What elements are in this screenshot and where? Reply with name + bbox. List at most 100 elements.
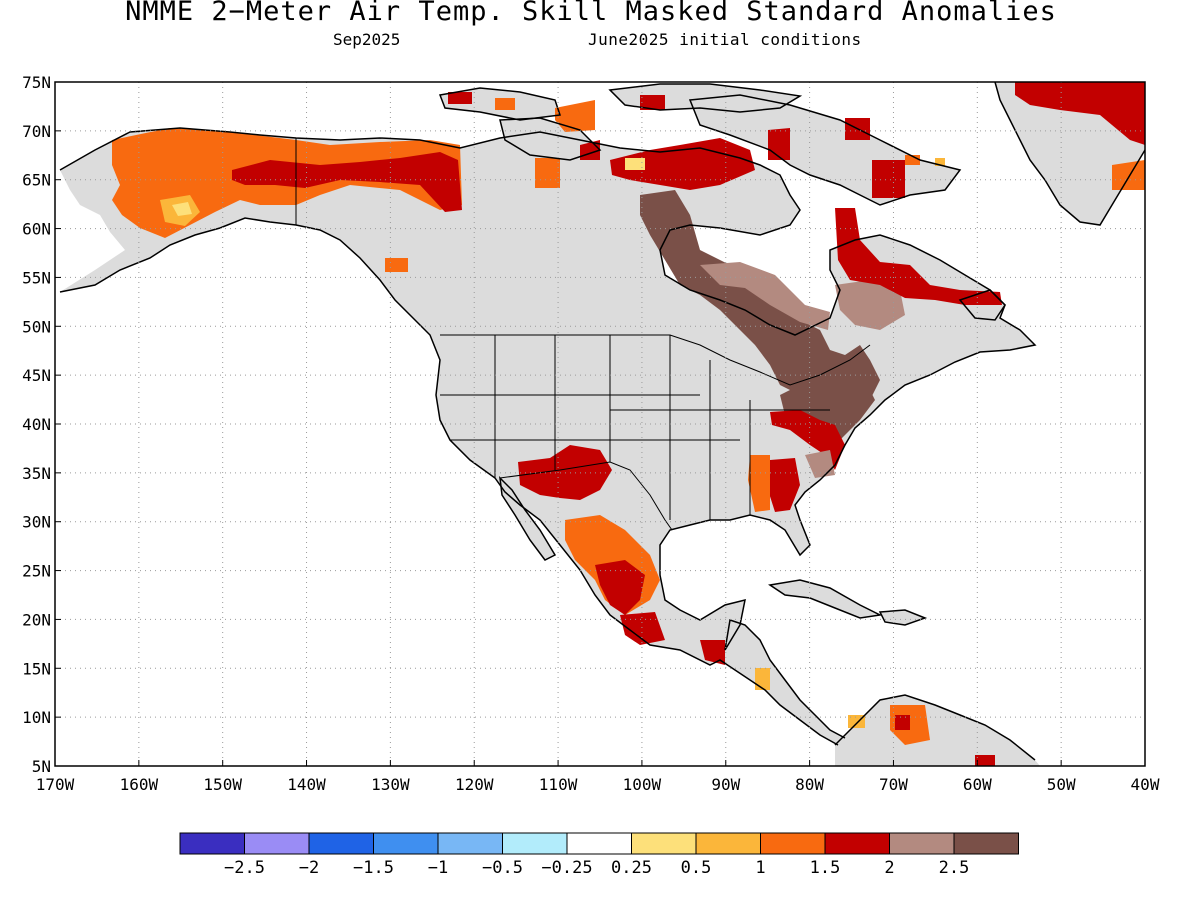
lat-tick-label: 25N	[22, 562, 51, 581]
land-south-america-north	[835, 695, 1040, 766]
colorbar-tick-label: 2.5	[939, 858, 970, 878]
anomaly-shading	[112, 82, 1145, 766]
colorbar-labels: −2.5 −2 −1.5 −1 −0.5 −0.25 0.25 0.5 1 1.5 2 2.5	[224, 858, 969, 878]
anomaly-east-coast-tan	[805, 450, 835, 478]
colorbar-tick-label: −0.25	[541, 858, 592, 878]
colorbar-tick-label: 1	[755, 858, 765, 878]
coast-arctic-central	[499, 117, 602, 161]
anomaly-southeast-us-1-5	[748, 455, 770, 512]
colorbar-swatch	[824, 832, 890, 855]
lat-tick-label: 35N	[22, 464, 51, 483]
colorbar-tick-label: −1	[428, 858, 448, 878]
lon-tick-label: 80W	[795, 775, 824, 794]
valid-month-label: Sep2025	[333, 30, 401, 49]
political-borders	[295, 138, 871, 531]
anomaly-southeast-us-2	[768, 458, 800, 512]
colorbar-tick-label: −2.5	[224, 858, 265, 878]
lat-tick-label: 75N	[22, 73, 51, 92]
lon-tick-label: 160W	[120, 775, 159, 794]
lat-tick-label: 5N	[32, 757, 51, 776]
map-layers	[59, 82, 1145, 766]
anomaly-greenland-1-5	[1112, 160, 1145, 190]
anomaly-central-america-1	[755, 668, 770, 690]
colorbar-tick-label: 2	[884, 858, 894, 878]
coast-alaska-south	[59, 217, 297, 293]
coast-hispaniola	[878, 609, 928, 626]
colorbar-tick-label: −1.5	[353, 858, 394, 878]
lat-tick-label: 50N	[22, 317, 51, 336]
colorbar-swatch	[566, 832, 632, 855]
coast-arctic-west	[438, 87, 562, 121]
colorbar-swatch	[889, 832, 955, 855]
lat-tick-label: 65N	[22, 171, 51, 190]
colorbar-swatch	[760, 832, 826, 855]
anomaly-greenland-2	[1015, 82, 1145, 145]
colorbar-swatch	[502, 832, 568, 855]
lon-tick-label: 110W	[539, 775, 578, 794]
anomaly-mexico-2	[595, 560, 645, 615]
coast-baja	[499, 475, 557, 561]
coast-baffin	[688, 94, 962, 206]
coast-greenland	[994, 82, 1145, 226]
coastlines	[59, 82, 1145, 761]
colorbar-tick-label: 0.25	[611, 858, 652, 878]
colorbar-tick-label: 0.5	[681, 858, 712, 878]
lat-tick-label: 30N	[22, 513, 51, 532]
lat-tick-label: 15N	[22, 659, 51, 678]
colorbar-tick-label: 1.5	[810, 858, 841, 878]
lon-tick-label: 50W	[1047, 775, 1076, 794]
grid-lines	[55, 82, 1145, 766]
coast-cuba	[768, 579, 883, 619]
colorbar-tick-label: −0.5	[482, 858, 523, 878]
land-central-america	[700, 620, 845, 745]
anomaly-baffin-2c	[872, 160, 905, 198]
lat-tick-label: 60N	[22, 220, 51, 239]
colorbar-swatch	[631, 832, 697, 855]
colorbar-swatch	[179, 832, 245, 855]
anomaly-ellesmere-1	[625, 158, 645, 170]
colorbar-swatch	[953, 832, 1019, 855]
lat-tick-label: 40N	[22, 415, 51, 434]
coast-west	[295, 224, 839, 746]
anomaly-alaska-0-5	[172, 202, 192, 216]
anomaly-bc-coast-1-5	[385, 258, 408, 272]
coast-newfoundland	[958, 289, 1006, 321]
anomaly-baffin-2	[768, 128, 790, 160]
colorbar-swatch	[695, 832, 761, 855]
border-us-canada	[440, 334, 871, 386]
anomaly-central-america-2	[700, 640, 725, 665]
lon-tick-label: 120W	[455, 775, 494, 794]
anomaly-interior-alaska-2	[232, 152, 462, 212]
longitude-labels: 170W 160W 150W 140W 130W 120W 110W 100W 90W 80W 70…	[36, 760, 1160, 794]
anomaly-south-america-2	[895, 715, 910, 730]
anomaly-arctic-5	[535, 158, 560, 188]
lon-tick-label: 40W	[1131, 775, 1160, 794]
lon-tick-label: 150W	[203, 775, 242, 794]
anomaly-south-america-2b	[975, 755, 995, 766]
land-cuba	[770, 580, 880, 618]
lat-tick-label: 70N	[22, 122, 51, 141]
coast-south-america	[834, 694, 1036, 761]
colorbar-tick-label: −2	[299, 858, 319, 878]
anomaly-mexico-south-2	[620, 612, 665, 645]
map-title: NMME 2−Meter Air Temp. Skill Masked Stan…	[125, 0, 1057, 27]
anomaly-northeast-us-2-5	[780, 375, 875, 450]
lon-tick-label: 130W	[371, 775, 410, 794]
colorbar-swatch	[373, 832, 439, 855]
lon-tick-label: 90W	[711, 775, 740, 794]
colorbar-swatch	[308, 832, 374, 855]
colorbar-swatch	[437, 832, 503, 855]
colorbar-swatch	[244, 832, 310, 855]
anomaly-arctic-1	[448, 92, 472, 104]
lon-tick-label: 170W	[36, 775, 75, 794]
latitude-labels: 75N 70N 65N 60N 55N 50N 45N 40N 35N 30N 25N 20N 15N 1…	[22, 73, 61, 776]
lat-tick-label: 55N	[22, 268, 51, 287]
coast-ellesmere	[608, 83, 803, 113]
anomaly-quebec-tan	[835, 280, 905, 330]
lat-tick-label: 45N	[22, 366, 51, 385]
anomaly-arctic-2	[495, 98, 515, 110]
border-us-mexico	[499, 461, 673, 531]
anomaly-quebec-2	[835, 208, 1002, 305]
lon-tick-label: 100W	[623, 775, 662, 794]
